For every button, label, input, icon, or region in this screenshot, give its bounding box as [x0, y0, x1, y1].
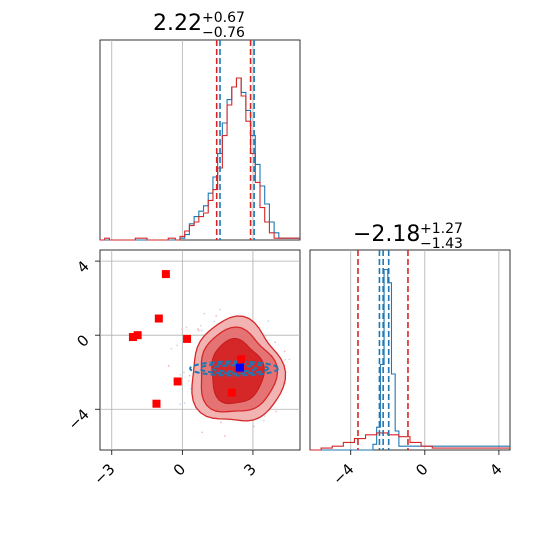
faint-sample-dot	[201, 431, 204, 434]
faint-sample-dot	[199, 324, 202, 327]
hist-series-br-0	[310, 268, 510, 451]
faint-sample-dot	[181, 327, 184, 330]
faint-sample-dot	[252, 425, 255, 428]
scatter-point-0-5	[173, 377, 182, 386]
title-top-left-minus: −0.76	[202, 25, 245, 41]
faint-sample-dot	[262, 419, 265, 422]
xtick-label-br-0: −4	[329, 460, 357, 488]
faint-sample-dot	[223, 435, 226, 437]
panel-bottom-left-frame	[99, 249, 301, 451]
xtick-label-br-2: 4	[486, 460, 505, 479]
contour-blue-1	[199, 362, 270, 375]
faint-sample-dot	[189, 387, 192, 390]
xtick-label-bl-1: 0	[170, 460, 189, 479]
scatter-point-0-1	[154, 314, 163, 323]
hist-series-tl-0	[100, 77, 300, 241]
faint-sample-dot	[218, 308, 221, 311]
title-top-left: 2.22 +0.67 −0.76	[153, 10, 245, 41]
hist-series-tl-1	[100, 77, 300, 241]
scatter-point-0-2	[133, 331, 142, 340]
faint-sample-dot	[284, 358, 287, 361]
faint-sample-dot	[176, 344, 179, 347]
scatter-point-0-0	[161, 270, 170, 279]
faint-sample-dot	[183, 371, 185, 374]
scatter-point-0-4	[183, 334, 192, 343]
scatter-point-0-6	[152, 399, 161, 408]
faint-sample-dot	[179, 403, 182, 406]
faint-sample-dot	[188, 374, 191, 377]
faint-sample-dot	[200, 329, 203, 332]
faint-sample-dot	[203, 312, 206, 315]
scatter-point-0-3	[128, 333, 137, 342]
faint-sample-dot	[197, 328, 199, 330]
xtick-label-bl-2: 3	[240, 460, 259, 479]
title-bottom-right-plus: +1.27	[420, 221, 463, 237]
xtick-label-br-1: 0	[412, 460, 431, 479]
panel-bottom-right-frame	[309, 249, 511, 451]
faint-sample-dot	[288, 358, 291, 361]
contour-blue-2	[211, 364, 258, 373]
faint-sample-dot	[274, 341, 277, 344]
title-top-left-value: 2.22	[153, 11, 202, 36]
faint-sample-dot	[267, 320, 270, 323]
faint-sample-dot	[183, 402, 186, 404]
contour-blue-0	[189, 360, 280, 377]
ytick-label-bl-1: 0	[73, 331, 92, 350]
ytick-label-bl-0: 4	[73, 257, 92, 276]
hist-series-br-1	[310, 432, 510, 451]
title-bottom-right-value: −2.18	[353, 222, 420, 247]
faint-sample-dot	[167, 364, 170, 367]
faint-sample-dot	[283, 350, 286, 353]
xtick-label-bl-0: −3	[90, 460, 118, 488]
title-bottom-right-minus: −1.43	[420, 236, 463, 252]
title-bottom-right: −2.18 +1.27 −1.43	[353, 221, 463, 252]
faint-sample-dot	[187, 380, 190, 382]
faint-sample-dot	[197, 329, 200, 332]
ytick-label-bl-2: −4	[64, 405, 92, 433]
scatter-point-1-0	[236, 363, 244, 372]
scatter-point-0-8	[227, 388, 236, 397]
faint-sample-dot	[170, 347, 173, 350]
title-top-left-plus: +0.67	[202, 10, 245, 26]
panel-top-left-frame	[99, 39, 301, 241]
faint-sample-dot	[220, 421, 222, 424]
faint-sample-dot	[215, 314, 218, 317]
faint-sample-dot	[213, 320, 216, 323]
scatter-point-0-7	[237, 355, 246, 364]
faint-sample-dot	[185, 326, 188, 329]
faint-sample-dot	[251, 433, 254, 436]
faint-sample-dot	[263, 415, 266, 417]
faint-sample-dot	[275, 410, 278, 413]
faint-sample-dot	[179, 373, 182, 376]
